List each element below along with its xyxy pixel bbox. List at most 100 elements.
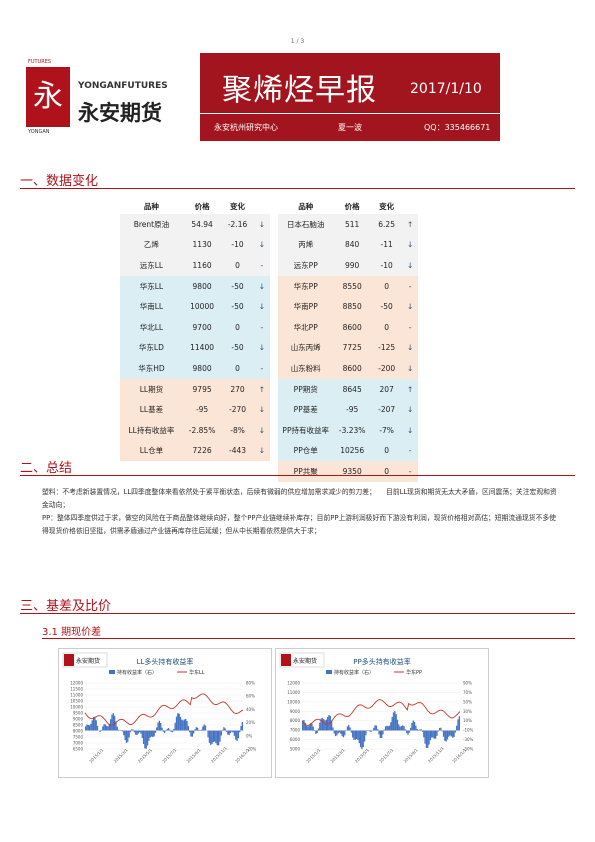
cell-name: PP持有收益率 <box>282 425 329 435</box>
cell-arrow: ↓ <box>407 302 414 312</box>
yield-bar <box>140 730 142 734</box>
yield-bar <box>307 726 309 731</box>
table-row: Brent原油 54.94 -2.16 ↓ <box>120 214 270 235</box>
cell-change: -200 <box>378 363 396 373</box>
legend-label: 华东PP <box>406 669 422 676</box>
header-price: 价格 <box>333 198 371 214</box>
yield-bar <box>357 730 359 740</box>
chart-title: LL多头持有收益率 <box>136 658 194 666</box>
cell-name: 山东丙烯 <box>290 343 321 353</box>
cell-change: 0 <box>384 322 390 332</box>
logo-english-name: YONGANFUTURES <box>78 81 168 91</box>
table-header-row: 品种 价格 变化 <box>278 198 418 214</box>
yield-bar <box>346 726 349 731</box>
cell-arrow: ↓ <box>407 240 414 250</box>
yield-bar <box>169 729 171 731</box>
yield-bar <box>124 730 126 741</box>
yield-bar <box>211 730 213 744</box>
cell-arrow: - <box>408 466 412 476</box>
x-tick-label: 2015/5/1 <box>137 747 154 764</box>
header-change: 变化 <box>370 198 403 214</box>
cell-price: 840 <box>345 240 360 250</box>
table-row: 华东HD 9800 0 - <box>120 358 270 379</box>
cell-change: -10 <box>380 260 393 270</box>
yield-bar <box>129 730 132 733</box>
cell-change: -8% <box>230 425 245 435</box>
yield-bar <box>137 730 139 734</box>
section-summary: 二、总结 <box>20 461 73 476</box>
yield-bar <box>225 730 228 732</box>
info-bar: 永安杭州研究中心 夏一波 QQ：335466671 <box>200 113 500 141</box>
report-header: FUTURES 永 YONGANFUTURES 永安期货 YONGAN 聚烯烃早… <box>20 53 500 141</box>
yield-bar <box>92 717 95 731</box>
yield-bar <box>370 730 372 733</box>
yield-bar <box>348 724 350 731</box>
cell-name: 丙烯 <box>298 240 314 250</box>
yield-bar <box>195 727 197 731</box>
yield-bar <box>219 730 221 742</box>
right-tick-label: 0% <box>246 733 253 738</box>
yield-bar <box>309 723 312 731</box>
yield-bar <box>382 730 384 735</box>
cell-name: LL期货 <box>139 384 164 394</box>
yield-bar <box>241 721 243 731</box>
x-tick-label: 2015/11/1 <box>210 745 228 763</box>
legend-label: 持有收益率（右） <box>117 669 157 676</box>
yield-bar <box>170 730 172 732</box>
left-price-table: 品种 价格 变化 Brent原油 54.94 -2.16 ↓ 乙烯 1130 -10 ↓ 远东L… <box>120 198 270 462</box>
right-tick-label: 40% <box>246 707 255 712</box>
yield-bar <box>341 730 343 737</box>
yield-bar <box>112 713 114 731</box>
cell-change: -50 <box>380 302 393 312</box>
cell-name: 华东LL <box>139 281 164 291</box>
yield-bar <box>304 722 306 731</box>
yield-bar <box>353 730 355 740</box>
x-tick-label: 2015/3/1 <box>113 747 130 764</box>
yield-bar <box>449 730 451 736</box>
left-tick-label: 8000 <box>73 729 84 734</box>
yield-bar <box>141 730 143 739</box>
yield-bar <box>111 714 113 731</box>
yield-bar <box>210 730 212 745</box>
yield-bar <box>379 730 381 739</box>
right-tick-label: 50% <box>463 699 472 704</box>
header-price: 价格 <box>182 198 222 214</box>
chart-logo-text: 永安期货 <box>293 657 317 665</box>
section-divider <box>20 475 575 476</box>
yield-bar <box>237 730 240 739</box>
yield-bar <box>374 725 376 731</box>
price-line <box>84 693 244 726</box>
cell-name: LL仓单 <box>139 446 164 456</box>
yield-bar <box>315 730 317 734</box>
x-tick-label: 2016/1/1 <box>234 747 251 764</box>
cell-price: -2.85% <box>188 425 216 435</box>
legend-label: 华东LL <box>189 669 205 676</box>
yield-bar <box>404 729 407 731</box>
yield-bar <box>224 728 226 731</box>
yield-bar <box>86 724 88 731</box>
yield-bar <box>428 730 430 745</box>
x-tick-label: 2015/11/1 <box>427 745 445 763</box>
cell-change: 0 <box>235 260 240 270</box>
yield-bar <box>444 730 446 741</box>
x-tick-label: 2015/9/1 <box>403 747 420 764</box>
yield-bar <box>121 730 124 732</box>
yield-bar <box>154 730 157 733</box>
table-row: 日本石脑油 511 6.25 ↑ <box>278 214 418 235</box>
table-row: 乙烯 1130 -10 ↓ <box>120 234 270 256</box>
cell-price: 7725 <box>342 343 362 353</box>
cell-arrow: ↓ <box>407 260 414 270</box>
table-row: LL仓单 7226 -443 ↓ <box>120 440 270 462</box>
cell-change: 0 <box>235 363 240 373</box>
left-tick-label: 12000 <box>287 681 300 686</box>
left-tick-label: 6000 <box>290 737 301 742</box>
table-row: PP共聚 9350 0 - <box>278 461 418 482</box>
cell-price: -3.23% <box>338 425 366 435</box>
chart-logo-mark <box>64 654 74 666</box>
cell-name: 华东HD <box>138 363 165 373</box>
table-row: 华北PP 8600 0 - <box>278 316 418 338</box>
subsection-spot-futures: 3.1 期现价差 <box>42 627 102 638</box>
cell-arrow: - <box>408 281 412 291</box>
cell-change: 0 <box>384 281 390 291</box>
left-tick-label: 12000 <box>70 681 83 686</box>
